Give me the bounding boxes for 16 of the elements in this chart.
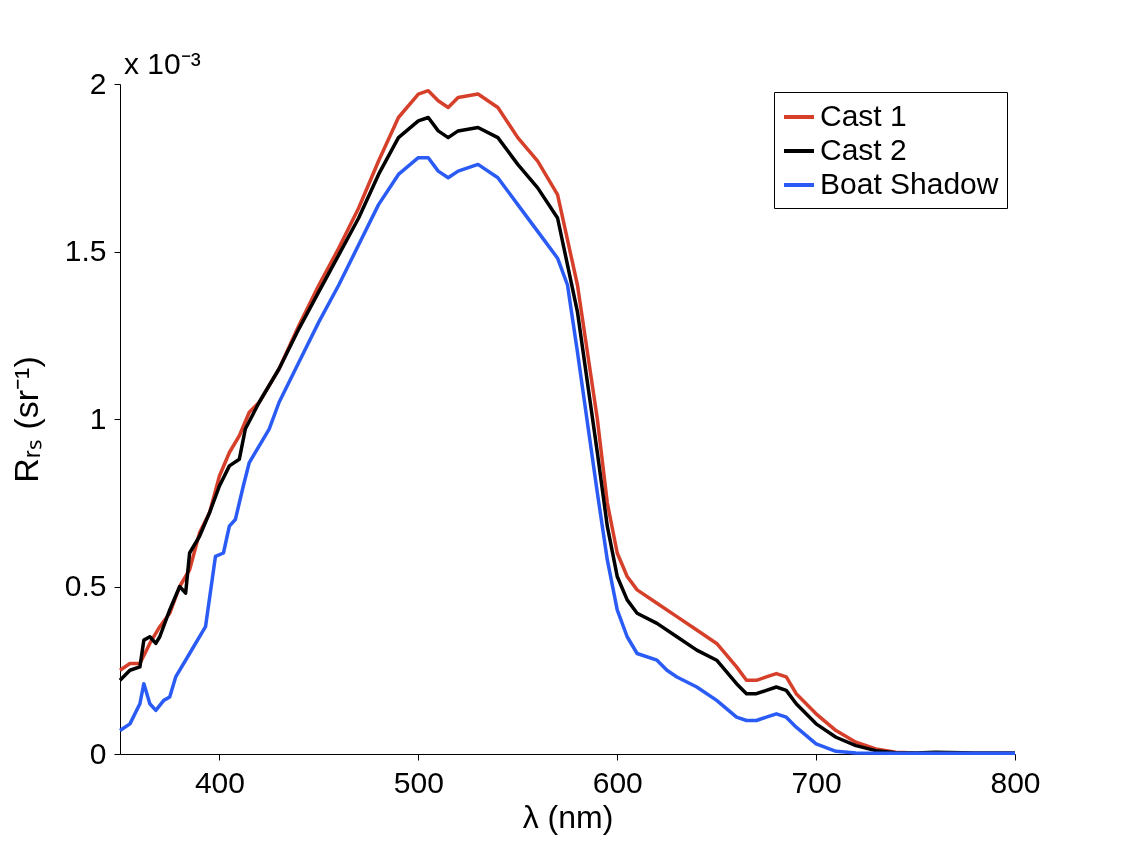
y-tick-label: 0.5 (64, 569, 107, 602)
legend-label: Cast 1 (820, 99, 907, 132)
y-tick-label: 0 (89, 736, 107, 770)
y-tick-label: 1 (89, 401, 107, 435)
legend-label: Cast 2 (820, 133, 907, 166)
x-tick-label: 600 (592, 765, 643, 799)
x-tick-label: 700 (791, 765, 842, 799)
x-axis-title: λ (nm) (522, 798, 614, 835)
x-tick-label: 500 (393, 765, 444, 799)
x-tick-label: 800 (990, 765, 1041, 799)
y-axis-title: Rᵣₛ (sr⁻¹) (6, 356, 45, 483)
x-tick-label: 400 (194, 765, 245, 799)
y-tick-label: 2 (89, 66, 107, 100)
y-tick-label: 1.5 (64, 234, 107, 267)
text: x 10⁻³ (124, 47, 201, 80)
legend-label: Boat Shadow (820, 167, 999, 200)
